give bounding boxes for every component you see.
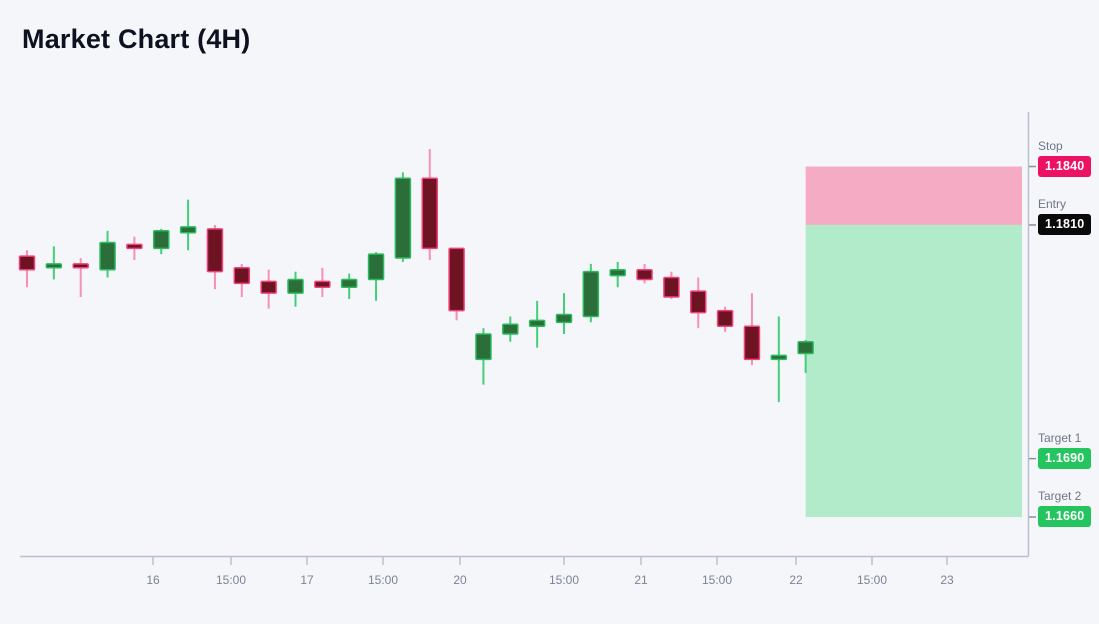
candle xyxy=(421,177,438,250)
x-axis-tick-label: 23 xyxy=(940,573,954,587)
x-axis-tick-label: 22 xyxy=(789,573,803,587)
x-axis-tick-label: 15:00 xyxy=(549,573,579,587)
candle xyxy=(18,255,36,271)
candle xyxy=(287,278,304,294)
candle xyxy=(716,309,734,327)
candle xyxy=(528,319,546,327)
candle xyxy=(99,241,116,271)
level-stop-price-badge: 1.1840 xyxy=(1038,155,1092,177)
candle xyxy=(770,354,788,361)
candle xyxy=(260,280,277,294)
level-target-1: Target 1 1.1690 xyxy=(1038,431,1098,469)
candle xyxy=(367,253,385,281)
candle xyxy=(233,267,251,285)
candle xyxy=(582,270,600,318)
level-target-1-price-badge: 1.1690 xyxy=(1038,447,1092,469)
page-title: Market Chart (4H) xyxy=(22,24,251,54)
stop-zone xyxy=(805,166,1022,225)
level-stop: Stop 1.1840 xyxy=(1038,139,1098,177)
candle xyxy=(45,263,63,269)
level-target-1-label: Target 1 xyxy=(1038,430,1082,445)
candle xyxy=(690,290,707,314)
candle xyxy=(555,313,573,324)
candle xyxy=(153,230,170,250)
x-axis-tick-label: 15:00 xyxy=(216,573,246,587)
x-axis-tick-label: 15:00 xyxy=(702,573,732,587)
level-entry-label: Entry xyxy=(1038,196,1067,211)
x-axis-tick-label: 17 xyxy=(300,573,314,587)
x-axis-tick-label: 16 xyxy=(146,573,160,587)
candle xyxy=(663,276,680,298)
candle xyxy=(797,341,814,355)
candle xyxy=(448,247,465,312)
x-axis-tick-label: 20 xyxy=(453,573,467,587)
candle xyxy=(72,263,89,269)
candle xyxy=(314,280,331,289)
candle xyxy=(743,325,761,361)
candle xyxy=(502,323,519,335)
level-target-2: Target 2 1.1660 xyxy=(1038,489,1098,528)
candle xyxy=(206,228,224,273)
level-stop-label: Stop xyxy=(1038,138,1063,153)
candle xyxy=(179,226,197,234)
candle xyxy=(394,177,412,259)
candle xyxy=(636,268,653,281)
candle xyxy=(340,278,358,289)
level-target-2-price-badge: 1.1660 xyxy=(1038,506,1092,528)
candle xyxy=(609,268,626,277)
x-axis-tick-label: 21 xyxy=(634,573,648,587)
level-entry-price-badge: 1.1810 xyxy=(1038,213,1092,235)
candle xyxy=(126,243,143,250)
x-axis-tick-label: 15:00 xyxy=(857,573,887,587)
level-entry: Entry 1.1810 xyxy=(1038,197,1098,235)
candle xyxy=(475,333,492,361)
profit-zone xyxy=(805,224,1022,518)
level-target-2-label: Target 2 xyxy=(1038,489,1082,504)
x-axis-tick-label: 15:00 xyxy=(368,573,398,587)
